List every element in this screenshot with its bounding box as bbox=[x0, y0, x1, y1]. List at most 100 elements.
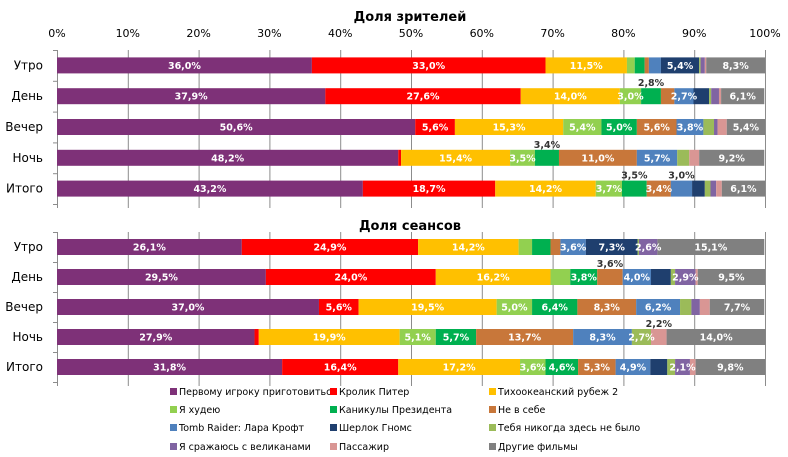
data-label: 5,4% bbox=[569, 123, 596, 134]
data-label: 7,3% bbox=[599, 243, 626, 254]
data-label: 48,2% bbox=[211, 153, 244, 164]
data-label: 2,8% bbox=[638, 78, 665, 89]
bar-segment bbox=[57, 299, 319, 315]
bar-segment bbox=[570, 269, 598, 285]
bar-segment bbox=[518, 239, 533, 255]
legend-swatch bbox=[489, 443, 496, 450]
bar-segment bbox=[534, 149, 559, 166]
x-tick-label: 90% bbox=[682, 27, 706, 40]
data-label: 16,2% bbox=[477, 273, 510, 284]
x-tick-label: 100% bbox=[749, 27, 780, 40]
bar-segment bbox=[666, 329, 766, 345]
x-tick-label: 70% bbox=[540, 27, 564, 40]
bar-segment bbox=[691, 299, 700, 315]
data-label: 8,3% bbox=[589, 333, 616, 344]
x-tick-label: 40% bbox=[328, 27, 352, 40]
data-label: 17,2% bbox=[443, 363, 476, 374]
data-label: 15,4% bbox=[439, 153, 472, 164]
bar-segment bbox=[644, 57, 649, 74]
data-label: 31,8% bbox=[153, 363, 186, 374]
legend-label: Кролик Питер bbox=[339, 387, 409, 398]
bar-segment bbox=[636, 119, 677, 135]
bar-segment bbox=[532, 299, 578, 315]
data-label: 3,5% bbox=[621, 171, 648, 182]
legend-swatch bbox=[170, 424, 177, 431]
bar-segment bbox=[695, 359, 765, 375]
bar-segment bbox=[57, 269, 266, 285]
bar-segment bbox=[254, 329, 259, 345]
bar-segment bbox=[689, 149, 700, 166]
category-label: День bbox=[11, 89, 43, 103]
legend-label: Не в себе bbox=[498, 405, 546, 416]
bar-segment bbox=[558, 149, 637, 166]
legend-label: Тебя никогда здесь не было bbox=[497, 423, 640, 434]
bar-segment bbox=[57, 119, 416, 135]
data-label: 5,7% bbox=[443, 333, 470, 344]
bar-segment bbox=[651, 269, 671, 285]
x-tick-label: 50% bbox=[399, 27, 423, 40]
data-label: 14,2% bbox=[529, 184, 562, 195]
legend-swatch bbox=[330, 443, 337, 450]
data-label: 2,7% bbox=[671, 92, 698, 103]
bar-segment bbox=[520, 88, 620, 105]
data-label: 7,7% bbox=[724, 303, 751, 314]
data-label: 13,7% bbox=[508, 333, 541, 344]
legend-label: Каникулы Президента bbox=[339, 405, 452, 416]
legend-swatch bbox=[489, 424, 496, 431]
bar-segment bbox=[57, 329, 255, 345]
data-label: 2,1% bbox=[669, 363, 696, 374]
legend-label: Другие фильмы bbox=[498, 442, 578, 453]
bar-segment bbox=[680, 299, 692, 315]
data-label: 5,6% bbox=[326, 303, 353, 314]
bar-segment bbox=[435, 269, 551, 285]
bar-segment bbox=[454, 119, 564, 135]
data-label: 27,6% bbox=[407, 92, 440, 103]
bar-segment bbox=[670, 269, 676, 285]
category-label: Ночь bbox=[12, 151, 43, 165]
bar-segment bbox=[560, 239, 586, 255]
bar-segment bbox=[704, 180, 711, 197]
data-label: 26,1% bbox=[133, 243, 166, 254]
legend-label: Первому игроку приготовиться bbox=[179, 387, 337, 398]
data-label: 15,3% bbox=[493, 123, 526, 134]
bar-segment bbox=[660, 88, 675, 105]
bar-segment bbox=[495, 180, 596, 197]
legend-swatch bbox=[330, 406, 337, 413]
bar-segment bbox=[675, 269, 696, 285]
bar-segment bbox=[676, 119, 704, 135]
data-label: 36,0% bbox=[168, 61, 201, 72]
bar-segment bbox=[699, 149, 765, 166]
data-label: 50,6% bbox=[220, 123, 253, 134]
bar-segment bbox=[57, 359, 283, 375]
x-tick-label: 10% bbox=[116, 27, 140, 40]
bar-segment bbox=[57, 149, 399, 166]
bar-segment bbox=[634, 57, 645, 74]
bar-segment bbox=[637, 239, 639, 255]
bar-segment bbox=[358, 299, 497, 315]
bar-segment bbox=[435, 329, 477, 345]
bar-segment bbox=[476, 329, 574, 345]
bar-segment bbox=[563, 119, 602, 135]
bar-segment bbox=[57, 88, 326, 105]
bar-segment bbox=[311, 57, 546, 74]
bar-segment bbox=[631, 329, 652, 345]
bar-segment bbox=[597, 269, 623, 285]
bar-segment bbox=[510, 149, 535, 166]
legend-label: Шерлок Гномс bbox=[339, 423, 412, 434]
x-tick-label: 0% bbox=[48, 27, 65, 40]
bar-segment bbox=[325, 88, 521, 105]
bar-segment bbox=[675, 359, 690, 375]
data-label: 33,0% bbox=[412, 61, 445, 72]
data-label: 3,6% bbox=[560, 243, 587, 254]
legend-label: Я сражаюсь с великанами bbox=[179, 442, 311, 453]
data-label: 11,5% bbox=[570, 61, 603, 72]
data-label: 14,0% bbox=[700, 333, 733, 344]
legend-swatch bbox=[170, 406, 177, 413]
bar-segment bbox=[577, 299, 637, 315]
legend-swatch bbox=[489, 388, 496, 395]
data-label: 2,7% bbox=[628, 333, 655, 344]
bar-segment bbox=[585, 239, 638, 255]
data-label: 8,3% bbox=[722, 61, 749, 72]
bar-segment bbox=[726, 119, 765, 135]
data-label: 3,8% bbox=[677, 123, 704, 134]
